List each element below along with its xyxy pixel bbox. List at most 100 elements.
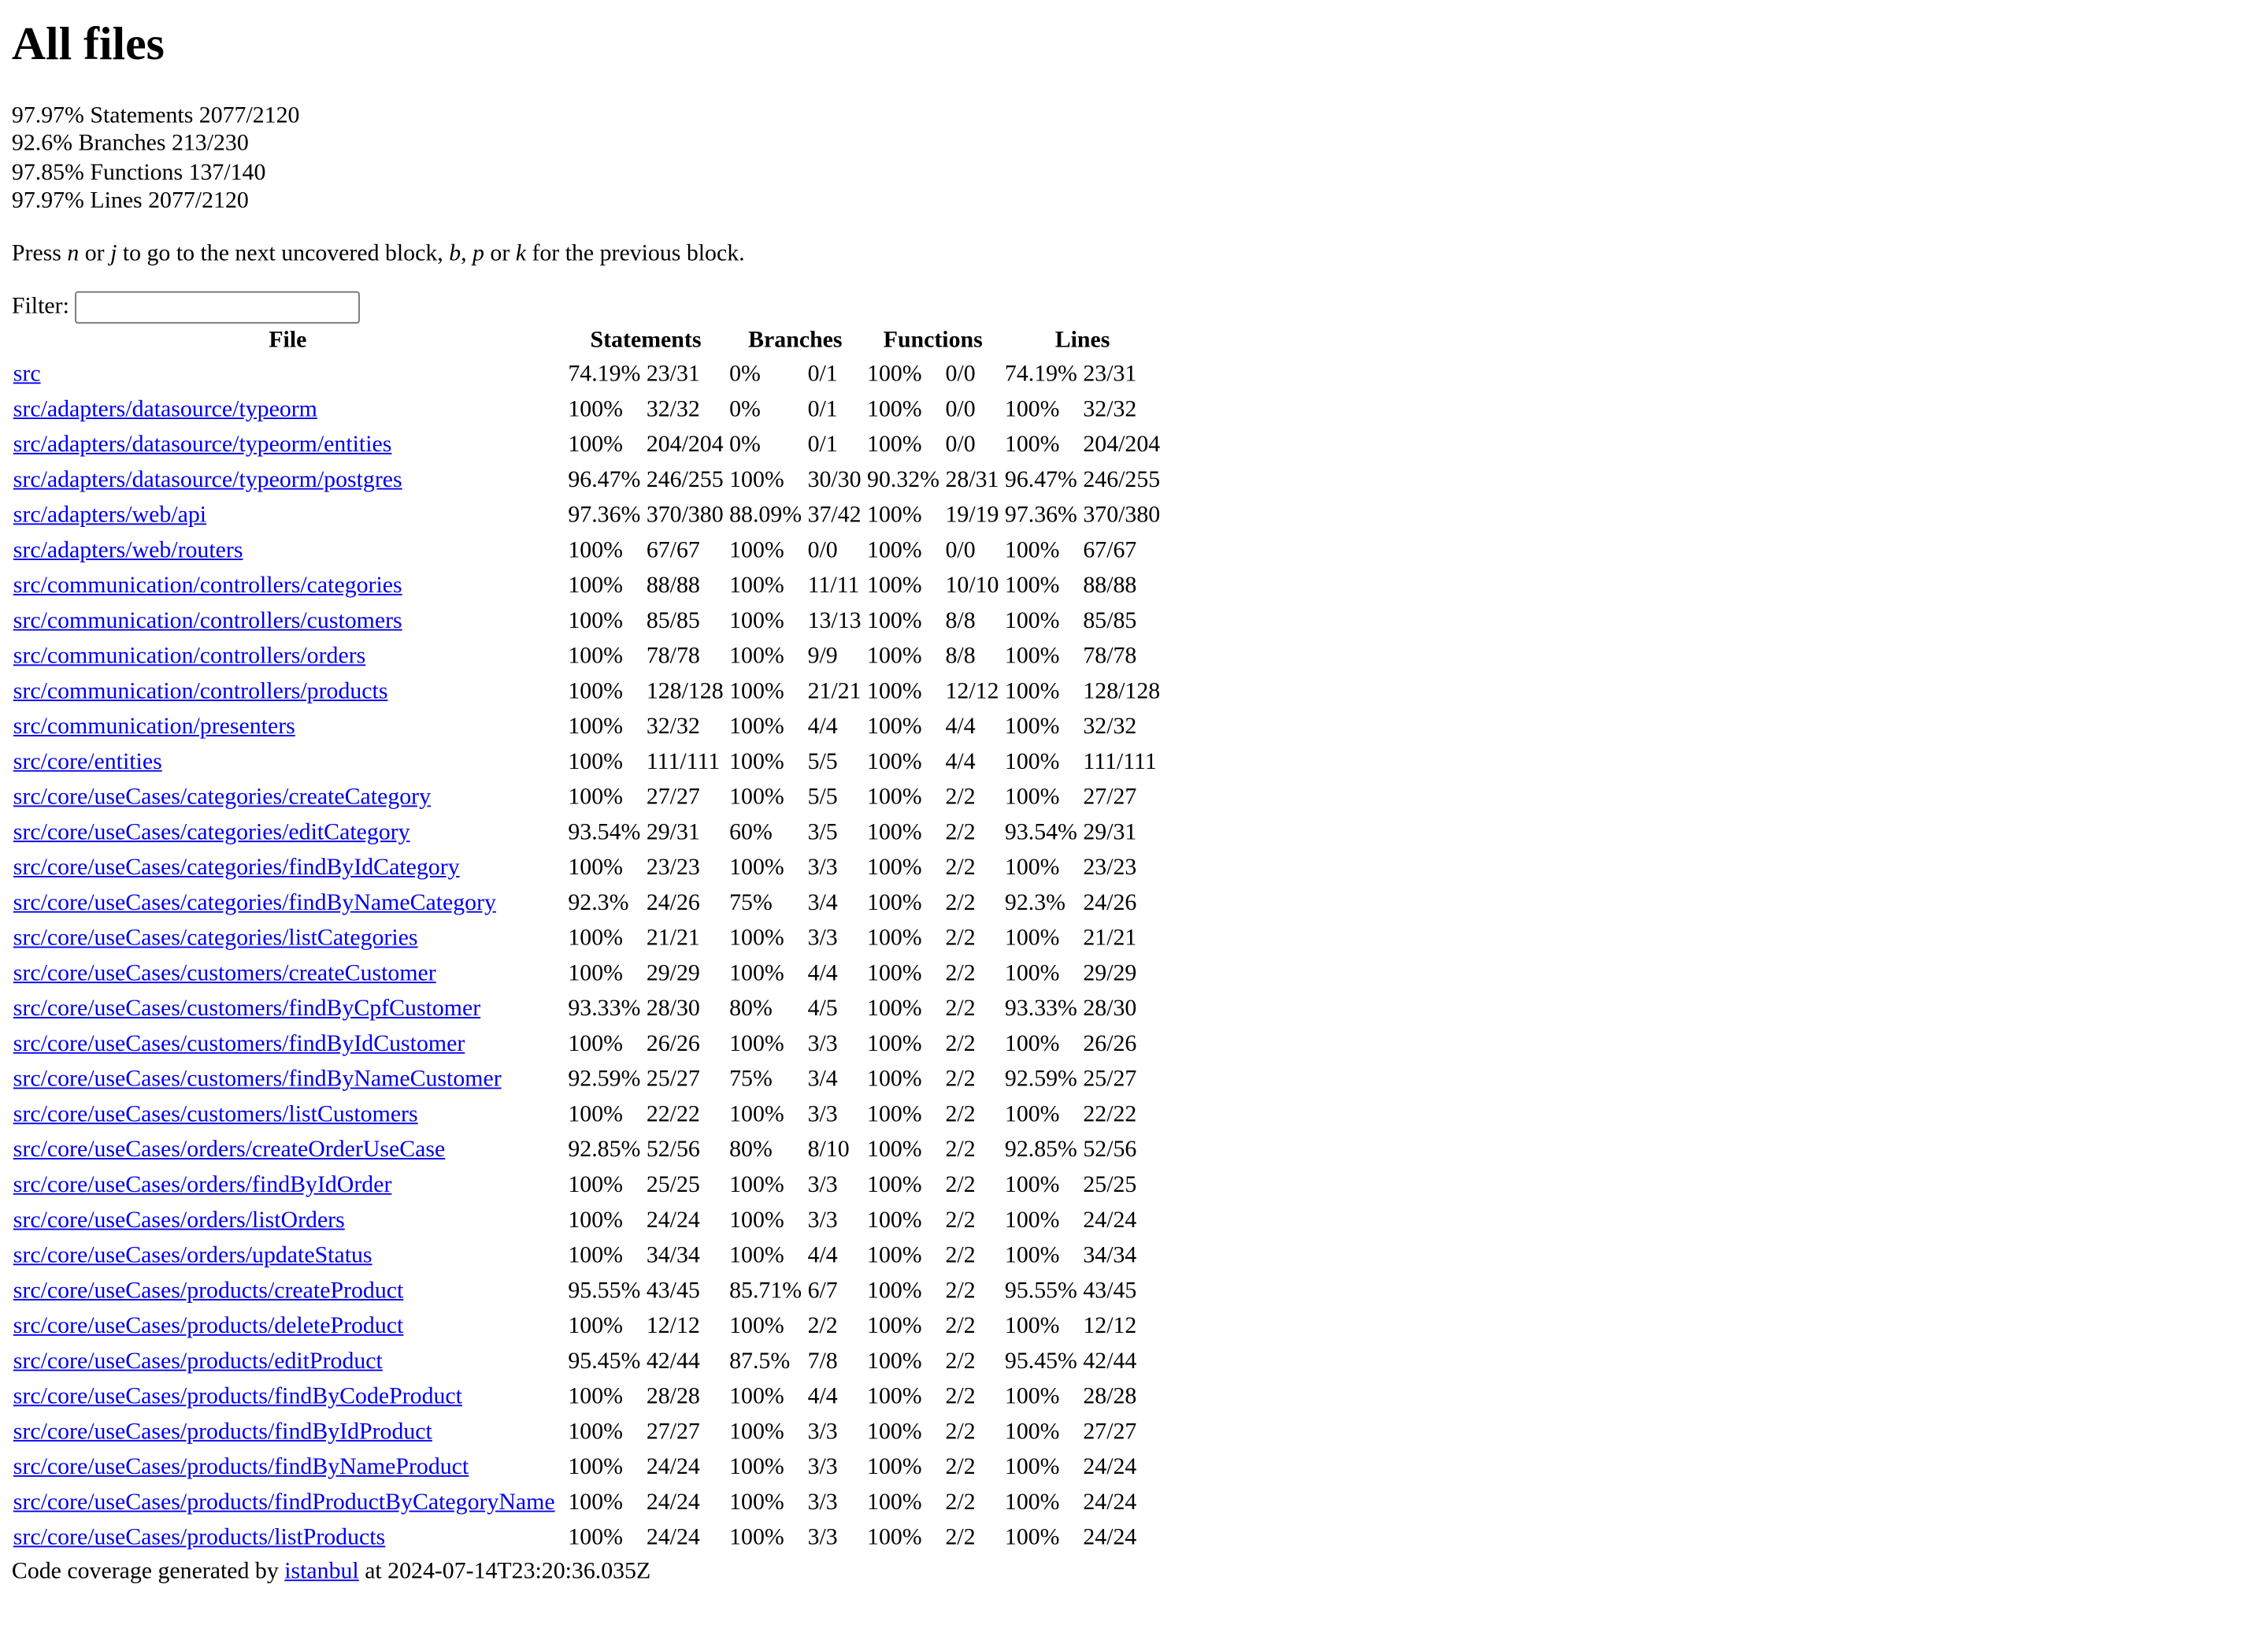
file-link[interactable]: src/core/useCases/products/findByNamePro…	[13, 1454, 469, 1480]
file-link[interactable]: src/core/useCases/products/createProduct	[13, 1278, 404, 1304]
file-link[interactable]: src/communication/controllers/categories	[13, 573, 402, 599]
lines-ratio-cell: 32/32	[1083, 714, 1137, 740]
column-header-functions[interactable]: Functions	[883, 328, 983, 353]
lines-pct-cell: 100%	[1004, 1031, 1060, 1057]
file-link[interactable]: src/adapters/datasource/typeorm/postgres	[13, 467, 402, 492]
file-link[interactable]: src/core/useCases/categories/createCateg…	[13, 785, 432, 810]
file-link[interactable]: src/core/useCases/products/findByIdProdu…	[13, 1419, 432, 1445]
filter-input[interactable]	[75, 291, 361, 324]
lines-pct-cell: 74.19%	[1004, 361, 1077, 387]
statements-ratio-cell: 24/24	[646, 1524, 700, 1550]
summary-pct: 92.6%	[11, 132, 72, 157]
lines-pct-cell: 97.36%	[1004, 502, 1077, 528]
lines-ratio-cell: 32/32	[1083, 396, 1137, 422]
summary-pct: 97.85%	[11, 160, 84, 186]
statements-ratio-cell: 24/26	[646, 890, 700, 916]
key-n: n	[67, 240, 80, 266]
branches-pct-cell: 100%	[729, 749, 784, 774]
file-link[interactable]: src/core/useCases/customers/listCustomer…	[13, 1101, 418, 1127]
file-link[interactable]: src/adapters/web/routers	[13, 537, 243, 563]
branches-ratio-cell: 0/0	[807, 537, 838, 563]
file-link[interactable]: src/adapters/datasource/typeorm/entities	[13, 432, 392, 458]
statements-ratio-cell: 370/380	[646, 502, 724, 528]
file-link[interactable]: src/communication/controllers/orders	[13, 643, 366, 669]
lines-ratio-cell: 42/44	[1083, 1349, 1137, 1374]
file-cell: src/core/useCases/products/findByCodePro…	[12, 1381, 564, 1413]
branches-ratio-cell: 4/4	[807, 714, 838, 740]
file-link[interactable]: src/core/useCases/products/editProduct	[13, 1349, 383, 1374]
footer-timestamp: at 2024-07-14T23:20:36.035Z	[365, 1558, 651, 1584]
file-link[interactable]: src/communication/controllers/customers	[13, 608, 402, 633]
file-link[interactable]: src/communication/controllers/products	[13, 678, 388, 704]
table-row: src/core/useCases/products/createProduct…	[12, 1275, 1162, 1308]
file-link[interactable]: src/core/useCases/orders/createOrderUseC…	[13, 1137, 446, 1163]
file-link[interactable]: src/core/useCases/orders/listOrders	[13, 1208, 345, 1233]
functions-ratio-cell: 4/4	[945, 749, 976, 774]
lines-pct-cell: 93.54%	[1004, 819, 1077, 845]
column-header-statements[interactable]: Statements	[590, 328, 702, 353]
file-link[interactable]: src/core/useCases/customers/findByNameCu…	[13, 1067, 502, 1092]
file-link[interactable]: src/core/useCases/customers/findByIdCust…	[13, 1031, 465, 1057]
file-link[interactable]: src/core/useCases/products/findByCodePro…	[13, 1383, 462, 1409]
lines-ratio-cell: 27/27	[1083, 785, 1137, 810]
column-header-branches[interactable]: Branches	[748, 328, 843, 353]
lines-ratio-cell: 23/31	[1083, 361, 1137, 387]
functions-pct-cell: 100%	[867, 1278, 922, 1304]
summary-label: Lines	[90, 188, 143, 214]
file-link[interactable]: src/core/useCases/categories/findByIdCat…	[13, 855, 460, 881]
file-link[interactable]: src/adapters/web/api	[13, 502, 207, 528]
table-row: src/core/useCases/products/editProduct 95…	[12, 1345, 1162, 1378]
table-body: src 74.19% 23/31 0% 0/1 100% 0/0 74.19% 23/31 src…	[12, 358, 1162, 1554]
statements-pct-cell: 100%	[568, 643, 623, 669]
statements-ratio-cell: 42/44	[646, 1349, 700, 1374]
lines-pct-cell: 96.47%	[1004, 467, 1077, 492]
file-link[interactable]: src/adapters/datasource/typeorm	[13, 396, 317, 422]
functions-pct-cell: 90.32%	[867, 467, 940, 492]
file-cell: src/core/useCases/products/findByNamePro…	[12, 1452, 564, 1484]
branches-pct-cell: 100%	[729, 1172, 784, 1198]
lines-ratio-cell: 85/85	[1083, 608, 1137, 633]
coverage-summary: 97.97% Statements 2077/2120 92.6% Branch…	[12, 102, 2256, 216]
file-link[interactable]: src/core/useCases/customers/findByCpfCus…	[13, 996, 481, 1022]
file-link[interactable]: src/core/useCases/categories/editCategor…	[13, 819, 410, 845]
statements-pct-cell: 100%	[568, 749, 623, 774]
file-link[interactable]: src/core/useCases/orders/findByIdOrder	[13, 1172, 392, 1198]
file-cell: src/core/useCases/orders/createOrderUseC…	[12, 1134, 564, 1167]
statements-ratio-cell: 25/27	[646, 1067, 700, 1092]
file-link[interactable]: src/core/useCases/categories/findByNameC…	[13, 890, 496, 916]
functions-ratio-cell: 0/0	[945, 361, 976, 387]
file-link[interactable]: src	[13, 361, 41, 387]
file-link[interactable]: src/core/useCases/customers/createCustom…	[13, 960, 436, 986]
help-text: ,	[461, 240, 467, 266]
statements-pct-cell: 95.45%	[568, 1349, 641, 1374]
file-link[interactable]: src/core/useCases/categories/listCategor…	[13, 926, 418, 951]
column-header-file[interactable]: File	[269, 328, 307, 353]
branches-ratio-cell: 3/3	[807, 1419, 838, 1445]
istanbul-link[interactable]: istanbul	[284, 1558, 359, 1584]
file-cell: src/adapters/web/routers	[12, 535, 564, 567]
functions-pct-cell: 100%	[867, 819, 922, 845]
statements-ratio-cell: 88/88	[646, 573, 700, 599]
file-link[interactable]: src/core/useCases/products/deleteProduct	[13, 1313, 404, 1339]
key-k: k	[515, 240, 526, 266]
functions-pct-cell: 100%	[867, 1208, 922, 1233]
summary-ratio: 137/140	[188, 160, 266, 186]
functions-pct-cell: 100%	[867, 714, 922, 740]
file-link[interactable]: src/communication/presenters	[13, 714, 295, 740]
functions-pct-cell: 100%	[867, 678, 922, 704]
functions-ratio-cell: 2/2	[945, 1383, 976, 1409]
file-link[interactable]: src/core/useCases/orders/updateStatus	[13, 1242, 372, 1268]
lines-pct-cell: 100%	[1004, 855, 1060, 881]
column-header-lines[interactable]: Lines	[1054, 328, 1110, 353]
file-link[interactable]: src/core/useCases/products/listProducts	[13, 1524, 386, 1550]
file-cell: src/core/useCases/products/createProduct	[12, 1275, 564, 1308]
table-row: src/communication/controllers/customers 1…	[12, 605, 1162, 637]
file-link[interactable]: src/core/entities	[13, 749, 162, 774]
file-cell: src/core/useCases/products/editProduct	[12, 1345, 564, 1378]
file-link[interactable]: src/core/useCases/products/findProductBy…	[13, 1490, 555, 1515]
file-cell: src/adapters/web/api	[12, 499, 564, 532]
functions-pct-cell: 100%	[867, 502, 922, 528]
help-text: for the previous block.	[532, 240, 745, 266]
functions-pct-cell: 100%	[867, 1101, 922, 1127]
branches-pct-cell: 0%	[729, 361, 761, 387]
